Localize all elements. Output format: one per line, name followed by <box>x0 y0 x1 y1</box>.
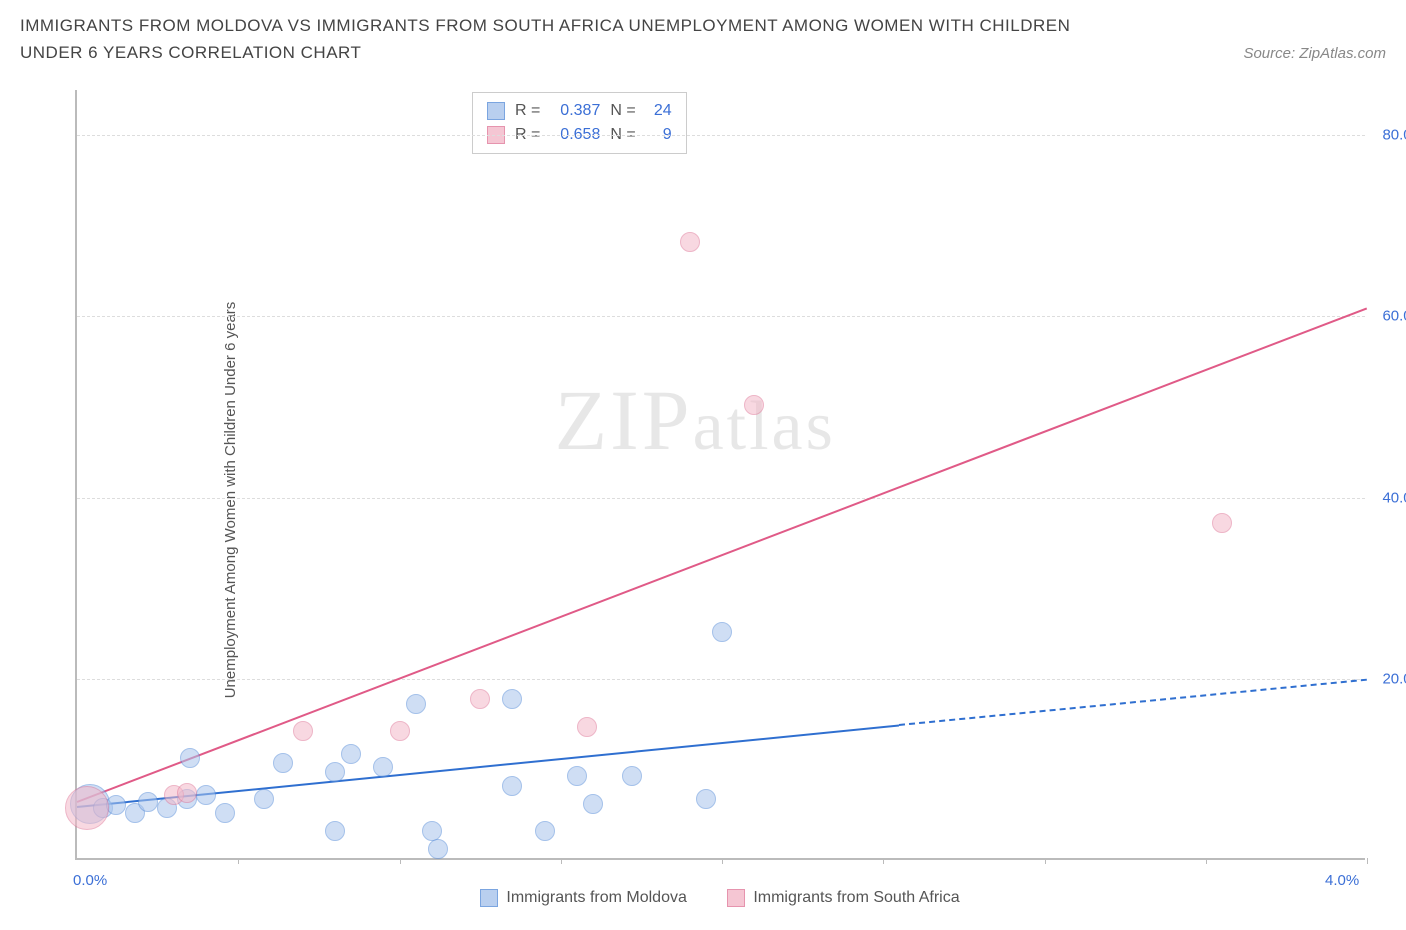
chart-header: IMMIGRANTS FROM MOLDOVA VS IMMIGRANTS FR… <box>0 0 1406 66</box>
data-point-sa <box>390 721 410 741</box>
gridline <box>77 316 1365 317</box>
data-point-moldova <box>341 744 361 764</box>
gridline <box>77 679 1365 680</box>
data-point-moldova <box>502 689 522 709</box>
y-tick-label: 80.0% <box>1382 127 1406 144</box>
data-point-sa <box>470 689 490 709</box>
legend-label-sa: Immigrants from South Africa <box>753 889 959 907</box>
data-point-sa <box>177 783 197 803</box>
watermark: ZIPatlas <box>555 370 836 470</box>
data-point-moldova <box>622 766 642 786</box>
data-point-moldova <box>254 789 274 809</box>
data-point-sa <box>1212 513 1232 533</box>
x-axis-max-label: 4.0% <box>1325 872 1359 889</box>
trend-line <box>77 307 1368 803</box>
data-point-moldova <box>106 795 126 815</box>
x-tick-mark <box>883 858 884 864</box>
bottom-legend: Immigrants from Moldova Immigrants from … <box>50 889 1390 912</box>
r-label: R = <box>515 99 540 123</box>
swatch-sa <box>727 889 745 907</box>
r-value-moldova: 0.387 <box>550 99 600 123</box>
x-tick-mark <box>1367 858 1368 864</box>
y-tick-label: 20.0% <box>1382 670 1406 687</box>
data-point-moldova <box>180 748 200 768</box>
data-point-moldova <box>325 821 345 841</box>
x-axis-min-label: 0.0% <box>73 872 107 889</box>
data-point-sa <box>65 786 109 830</box>
data-point-sa <box>293 721 313 741</box>
data-point-moldova <box>712 622 732 642</box>
stats-row-moldova: R = 0.387 N = 24 <box>487 99 672 123</box>
stats-legend-box: R = 0.387 N = 24 R = 0.658 N = 9 <box>472 92 687 154</box>
data-point-moldova <box>428 839 448 859</box>
plot-region: ZIPatlas R = 0.387 N = 24 R = 0.658 N = … <box>75 90 1365 860</box>
data-point-sa <box>744 395 764 415</box>
legend-item-moldova: Immigrants from Moldova <box>480 889 687 907</box>
data-point-moldova <box>373 757 393 777</box>
x-tick-mark <box>561 858 562 864</box>
data-point-moldova <box>535 821 555 841</box>
gridline <box>77 498 1365 499</box>
x-tick-mark <box>1206 858 1207 864</box>
data-point-moldova <box>406 694 426 714</box>
swatch-moldova <box>487 102 505 120</box>
gridline <box>77 135 1365 136</box>
data-point-moldova <box>502 776 522 796</box>
x-tick-mark <box>1045 858 1046 864</box>
data-point-moldova <box>422 821 442 841</box>
data-point-moldova <box>215 803 235 823</box>
y-tick-label: 60.0% <box>1382 308 1406 325</box>
data-point-sa <box>680 232 700 252</box>
data-point-moldova <box>583 794 603 814</box>
x-tick-mark <box>400 858 401 864</box>
data-point-moldova <box>325 762 345 782</box>
data-point-moldova <box>273 753 293 773</box>
trend-line <box>899 679 1367 726</box>
chart-title: IMMIGRANTS FROM MOLDOVA VS IMMIGRANTS FR… <box>20 12 1120 66</box>
n-value-moldova: 24 <box>646 99 672 123</box>
legend-label-moldova: Immigrants from Moldova <box>506 889 687 907</box>
swatch-moldova <box>480 889 498 907</box>
n-label: N = <box>610 99 635 123</box>
data-point-sa <box>577 717 597 737</box>
data-point-moldova <box>567 766 587 786</box>
x-tick-mark <box>238 858 239 864</box>
data-point-moldova <box>696 789 716 809</box>
legend-item-sa: Immigrants from South Africa <box>727 889 959 907</box>
data-point-moldova <box>138 792 158 812</box>
source-attribution: Source: ZipAtlas.com <box>1243 45 1386 62</box>
chart-area: Unemployment Among Women with Children U… <box>50 90 1390 910</box>
x-tick-mark <box>722 858 723 864</box>
data-point-moldova <box>196 785 216 805</box>
y-tick-label: 40.0% <box>1382 489 1406 506</box>
